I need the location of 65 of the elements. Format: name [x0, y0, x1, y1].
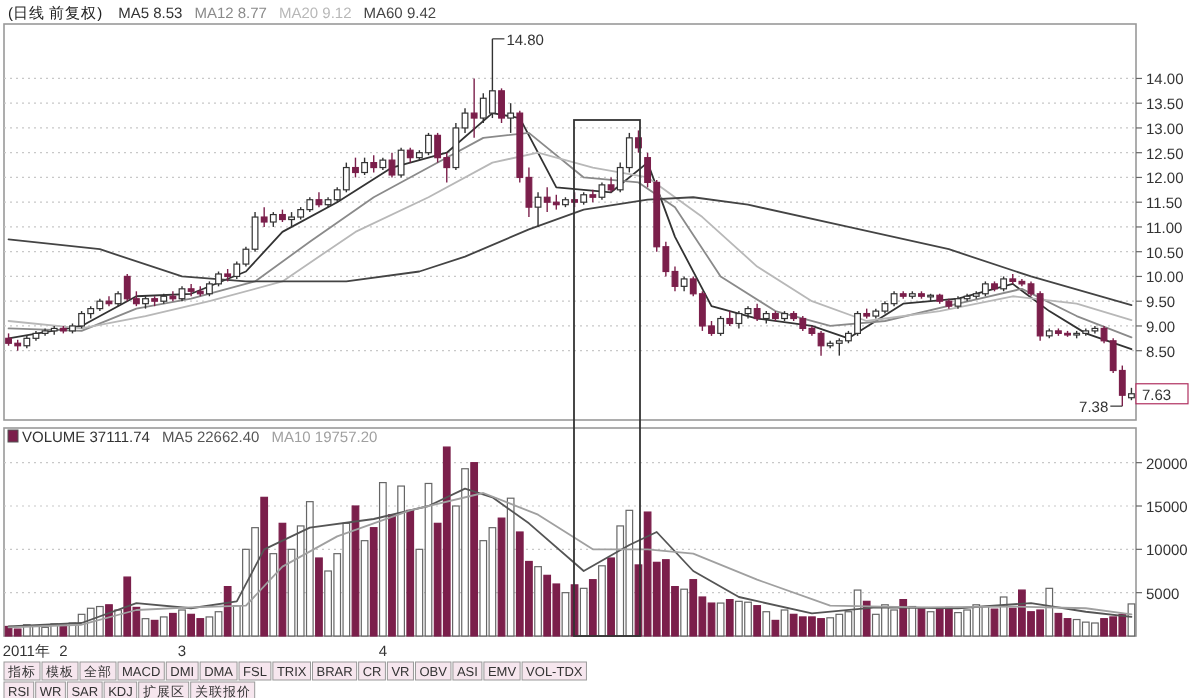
bar [497, 517, 506, 637]
bar [360, 540, 369, 637]
candlestick [352, 156, 359, 179]
bar [269, 553, 278, 637]
bar [990, 608, 999, 637]
bar [205, 616, 214, 637]
candlestick [717, 315, 725, 337]
bar [13, 628, 22, 637]
bar [561, 592, 570, 637]
bar [315, 557, 323, 637]
bar [305, 501, 314, 637]
bar [826, 617, 835, 637]
bar [1045, 587, 1054, 637]
candlestick [434, 132, 442, 164]
bar [753, 605, 762, 637]
candlestick [498, 87, 505, 124]
bar [762, 611, 771, 637]
bar [908, 605, 917, 637]
bar [59, 624, 68, 637]
bar [716, 602, 725, 637]
candlestick [534, 191, 542, 228]
line-series [7, 196, 1133, 307]
candlestick [397, 147, 405, 179]
bar [588, 579, 597, 637]
bar [442, 446, 451, 637]
bar [579, 587, 588, 637]
bar [159, 616, 168, 637]
bar [470, 462, 479, 637]
bar [123, 576, 132, 637]
bar [926, 611, 935, 637]
bar [543, 574, 552, 637]
candlestick [342, 161, 350, 193]
bar [534, 566, 542, 637]
candlestick [1036, 290, 1044, 342]
bar [680, 588, 688, 637]
bar [598, 565, 606, 637]
bar [506, 497, 515, 637]
bar [278, 522, 287, 637]
bar [725, 599, 734, 637]
bar [369, 527, 378, 637]
bar [899, 599, 908, 637]
candlestick [589, 189, 597, 203]
bar [169, 612, 177, 637]
bar [260, 496, 269, 637]
bar [689, 579, 698, 637]
bar [406, 509, 415, 637]
bar [771, 619, 780, 637]
bar [607, 557, 615, 637]
bar [187, 613, 196, 637]
candlestick [470, 77, 478, 139]
bar [1054, 612, 1063, 637]
candlestick [388, 152, 396, 179]
bar [1127, 603, 1136, 637]
bar [388, 514, 396, 637]
bar [378, 482, 387, 637]
bar [999, 596, 1008, 637]
bar [397, 485, 405, 637]
candlestick [260, 206, 268, 228]
bar [223, 586, 232, 637]
bar [780, 609, 789, 637]
bar [150, 619, 159, 637]
bar [944, 606, 953, 637]
bar [114, 609, 122, 637]
bar [178, 609, 186, 637]
bar [141, 618, 150, 637]
